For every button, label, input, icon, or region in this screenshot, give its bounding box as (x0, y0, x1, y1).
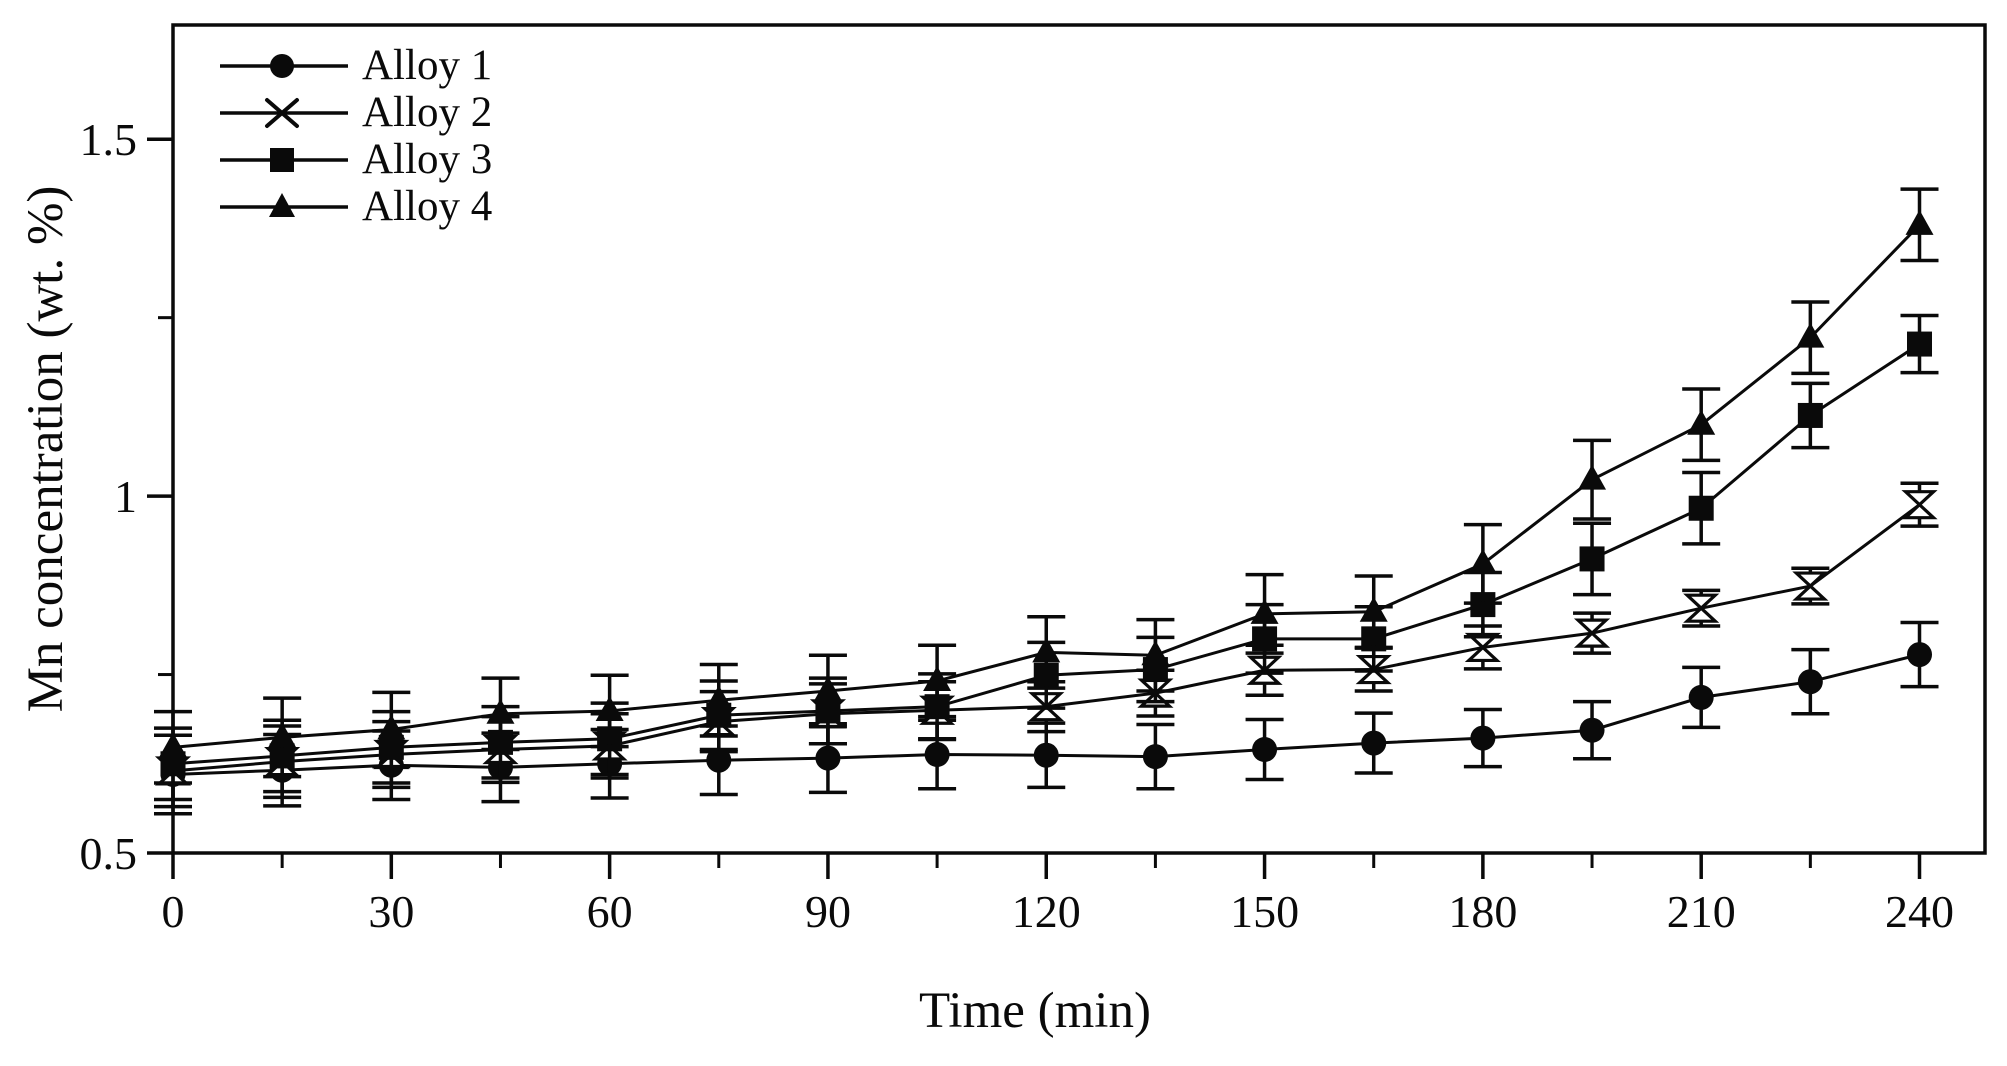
circle-marker (1688, 684, 1714, 710)
triangle-marker (159, 732, 187, 758)
legend-label-alloy-4: Alloy 4 (362, 183, 493, 230)
triangle-marker (595, 695, 624, 721)
x-marker (1464, 632, 1501, 663)
triangle-marker (486, 698, 515, 724)
circle-marker (1361, 730, 1387, 756)
circle-marker (1142, 744, 1168, 770)
circle-marker (924, 741, 950, 767)
triangle-marker (268, 722, 297, 748)
triangle-marker (1141, 640, 1170, 666)
triangle-marker (813, 675, 842, 701)
x-tick-label-0: 0 (162, 886, 185, 937)
triangle-marker (1905, 209, 1934, 235)
square-marker (1579, 546, 1605, 572)
circle-marker (1797, 669, 1823, 695)
circle-marker (1907, 642, 1933, 668)
x-axis: 0 30 60 90 120 150 180 210 240 (162, 853, 1954, 937)
triangle-marker (1250, 598, 1279, 624)
x-tick-label-180: 180 (1448, 886, 1517, 937)
legend-marker-alloy-1 (220, 53, 348, 78)
legend-item-alloy-3: Alloy 3 (218, 136, 492, 183)
x-marker (1901, 490, 1938, 520)
y-tick-label-0.5: 0.5 (80, 828, 138, 879)
triangle-marker (1359, 596, 1388, 622)
circle-marker (1033, 742, 1059, 768)
circle-marker (1252, 737, 1278, 762)
circle-marker (1579, 717, 1605, 743)
circle-marker (706, 747, 732, 773)
square-marker (1907, 331, 1933, 357)
circle-marker (815, 745, 841, 771)
y-tick-label-1.5: 1.5 (80, 114, 138, 165)
triangle-marker (269, 192, 295, 217)
plot-border (171, 23, 1987, 855)
triangle-marker (1468, 548, 1497, 574)
legend-marker-alloy-3 (220, 147, 348, 172)
x-tick-label-120: 120 (1012, 886, 1081, 937)
legend-item-alloy-4: Alloy 4 (218, 183, 492, 230)
circle-marker (270, 53, 294, 78)
legend-label-alloy-1: Alloy 1 (362, 42, 493, 89)
x-tick-label-60: 60 (587, 886, 633, 937)
triangle-marker (704, 685, 733, 711)
square-marker (1797, 402, 1823, 428)
x-marker (1573, 618, 1611, 648)
legend-item-alloy-2: Alloy 2 (218, 89, 492, 136)
triangle-marker (1578, 464, 1607, 490)
y-tick-label-1: 1 (114, 471, 137, 522)
legend-marker-alloy-4 (220, 192, 348, 217)
triangle-marker (1796, 322, 1825, 348)
x-marker (1792, 571, 1829, 601)
triangle-marker (1032, 637, 1061, 663)
x-tick-label-150: 150 (1230, 886, 1299, 937)
series-markers-alloy-4 (159, 209, 1934, 758)
series-alloy-4 (154, 187, 1939, 785)
legend-label-alloy-2: Alloy 2 (362, 89, 493, 136)
x-tick-label-30: 30 (368, 886, 414, 937)
square-marker (1688, 495, 1714, 521)
square-marker (270, 147, 294, 172)
x-tick-label-90: 90 (805, 886, 851, 937)
legend-item-alloy-1: Alloy 1 (218, 42, 492, 89)
triangle-marker (1687, 409, 1716, 435)
x-tick-label-210: 210 (1667, 886, 1736, 937)
legend-label-alloy-3: Alloy 3 (362, 136, 493, 183)
legend-marker-alloy-2 (220, 97, 348, 128)
y-axis-title: Mn concentration (wt. %) (18, 185, 74, 713)
triangle-marker (377, 714, 406, 740)
x-marker (265, 97, 299, 128)
x-tick-label-240: 240 (1885, 886, 1954, 937)
triangle-marker (923, 665, 952, 691)
x-axis-title: Time (min) (919, 983, 1151, 1039)
legend: Alloy 1 Alloy 2 Alloy 3 Alloy 4 (218, 42, 492, 230)
circle-marker (1470, 725, 1496, 751)
y-axis: 0.5 1 1.5 (80, 114, 173, 879)
x-marker (1683, 593, 1720, 623)
